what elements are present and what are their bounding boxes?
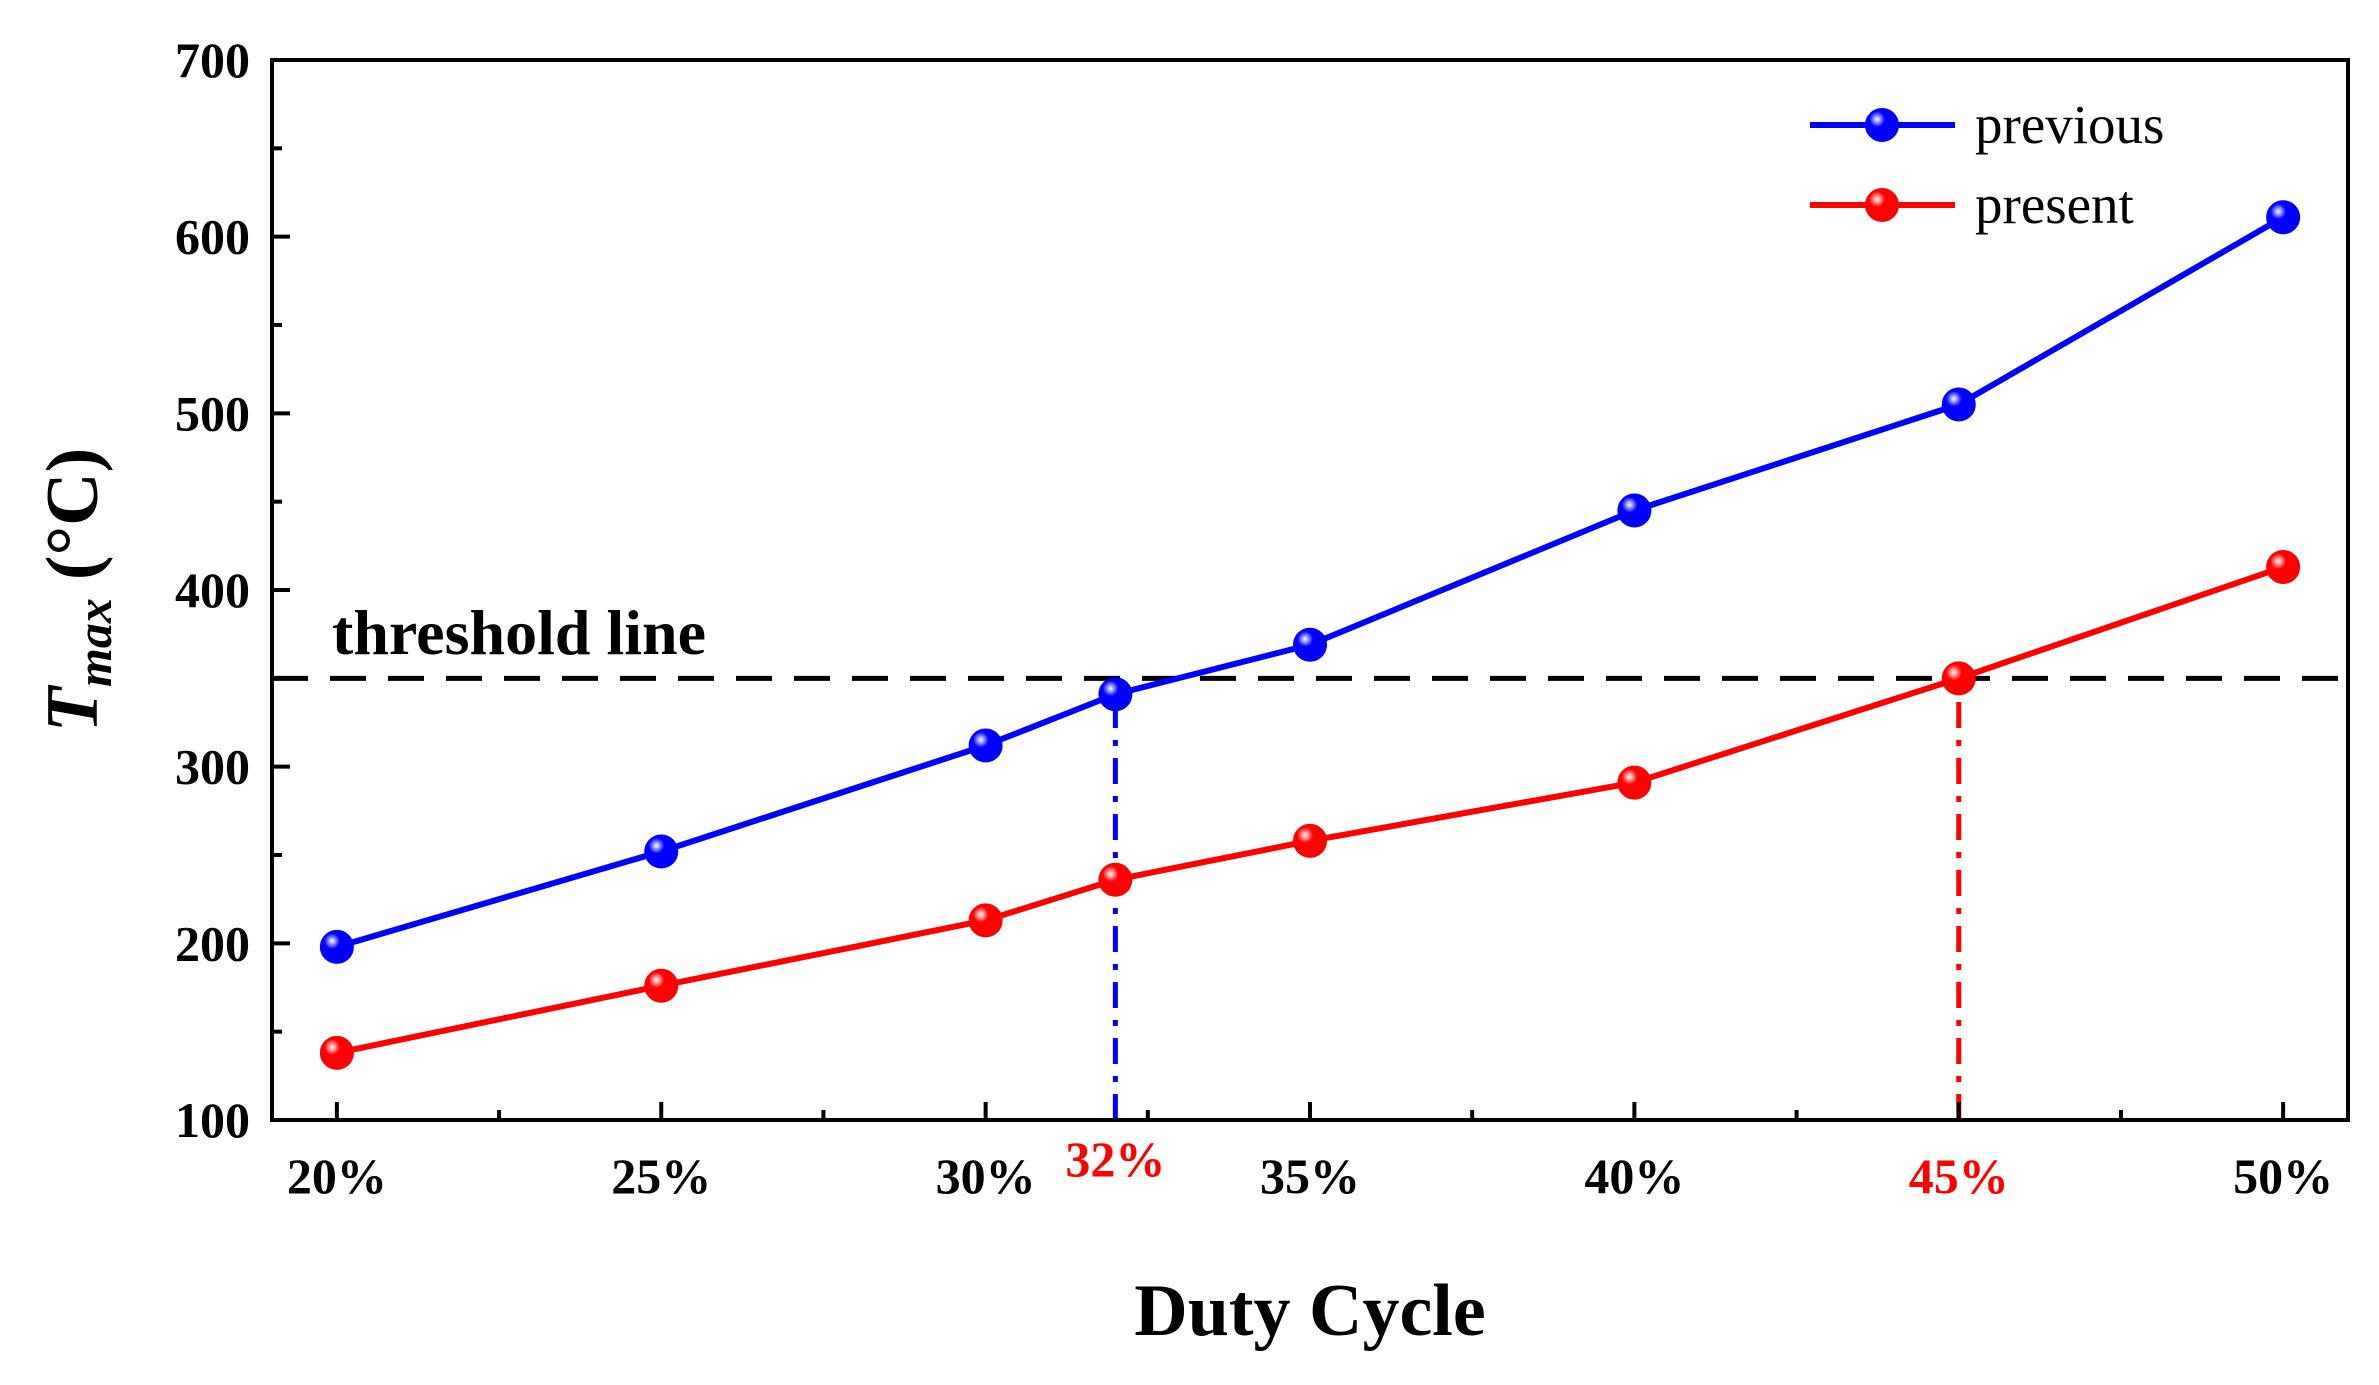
y-tick-label: 700 xyxy=(175,32,250,88)
y-axis-unit: (°C) xyxy=(32,448,114,580)
x-highlight-label: 32% xyxy=(1065,1131,1165,1187)
y-tick-label: 400 xyxy=(175,562,250,618)
data-point-previous xyxy=(1293,627,1327,662)
y-tick-label: 100 xyxy=(175,1092,250,1148)
ticks-layer: 100 200 300 400 500 600 700 20% 25% 30% 35% 40% 50% 3… xyxy=(175,32,2333,1204)
x-tick-label: 25% xyxy=(611,1148,711,1204)
data-point-previous xyxy=(319,929,354,964)
data-point-previous xyxy=(644,834,679,869)
data-point-present xyxy=(1617,765,1652,800)
data-point-previous xyxy=(1098,677,1133,712)
y-axis-title: Tmax (°C) xyxy=(32,448,122,732)
data-point-previous xyxy=(2266,200,2301,235)
x-tick-label: 30% xyxy=(936,1148,1036,1204)
y-tick-label: 200 xyxy=(175,915,250,971)
marker-lines-layer xyxy=(1112,678,1962,1120)
y-axis-subscript: max xyxy=(66,598,122,687)
data-point-present xyxy=(1941,661,1976,696)
threshold-label: threshold line xyxy=(332,597,706,668)
x-axis-title: Duty Cycle xyxy=(1134,1270,1485,1352)
data-point-present xyxy=(1293,823,1327,858)
legend: previous present xyxy=(1810,94,2164,235)
legend-label-previous: previous xyxy=(1975,94,2164,155)
y-tick-label: 300 xyxy=(175,739,250,795)
legend-label-present: present xyxy=(1975,174,2134,235)
x-tick-label: 40% xyxy=(1584,1148,1684,1204)
x-tick-label: 50% xyxy=(2233,1148,2333,1204)
y-tick-label: 500 xyxy=(175,385,250,441)
data-point-previous xyxy=(1941,387,1976,422)
y-tick-label: 600 xyxy=(175,209,250,265)
data-point-present xyxy=(968,903,1003,938)
legend-marker-previous xyxy=(1865,108,1899,142)
data-point-present xyxy=(644,968,679,1003)
series-line-present xyxy=(336,564,2285,1056)
series-line-previous xyxy=(336,214,2285,950)
x-tick-label: 20% xyxy=(287,1148,387,1204)
x-tick-label: 35% xyxy=(1260,1148,1360,1204)
legend-marker-present xyxy=(1865,188,1899,222)
data-point-present xyxy=(319,1035,354,1070)
data-point-present xyxy=(2266,550,2301,585)
series-layer xyxy=(319,200,2301,1070)
x-highlight-label: 45% xyxy=(1909,1148,2009,1204)
y-axis-symbol: T xyxy=(32,684,114,732)
data-point-previous xyxy=(968,728,1003,763)
data-point-present xyxy=(1098,862,1133,897)
data-point-previous xyxy=(1617,493,1652,528)
